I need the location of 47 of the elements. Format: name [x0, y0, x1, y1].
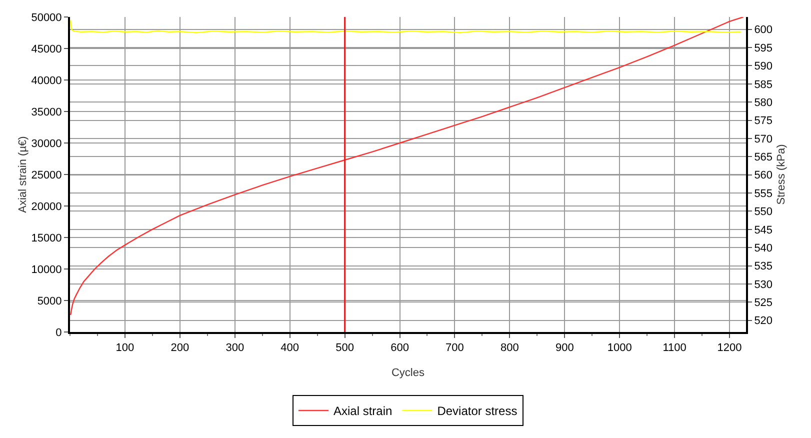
- x-tick-label: 400: [280, 342, 300, 354]
- y2-tick-label: 520: [754, 315, 773, 328]
- y2-tick-label: 560: [754, 170, 773, 182]
- y-tick-label: 15000: [31, 232, 62, 244]
- y-tick-label: 20000: [31, 200, 62, 213]
- y2-tick-label: 555: [754, 188, 773, 200]
- y2-tick-label: 580: [754, 96, 773, 109]
- x-tick-label: 600: [390, 342, 409, 354]
- y-tick-label: 35000: [31, 106, 62, 118]
- y-tick-label: 30000: [31, 138, 62, 150]
- x-tick-label: 700: [446, 342, 464, 354]
- y-tick-label: 45000: [31, 43, 62, 56]
- x-tick-label: 1100: [662, 342, 686, 354]
- y-tick-label: 25000: [31, 169, 62, 182]
- y2-tick-label: 535: [754, 260, 773, 273]
- y2-tick-label: 565: [754, 152, 773, 164]
- legend-label: Deviator stress: [437, 404, 518, 418]
- x-axis-title: Cycles: [391, 367, 425, 379]
- y2-tick-label: 570: [754, 133, 773, 146]
- x-tick-label: 100: [116, 342, 134, 354]
- y-tick-label: 5000: [37, 295, 62, 308]
- y2-tick-label: 590: [754, 60, 773, 73]
- x-tick-label: 500: [336, 342, 354, 354]
- x-tick-label: 300: [226, 342, 244, 354]
- x-tick-label: 800: [500, 342, 519, 354]
- x-tick-label: 1000: [607, 342, 632, 354]
- y2-axis-title: Stress (kPa): [776, 144, 788, 205]
- y2-tick-label: 530: [754, 278, 773, 291]
- y-axis-title: Axial strain (µ€): [17, 136, 30, 213]
- y-tick-label: 10000: [31, 264, 62, 276]
- legend-label: Axial strain: [334, 404, 392, 418]
- y2-tick-label: 575: [754, 115, 773, 128]
- x-tick-label: 200: [170, 342, 190, 354]
- y-tick-label: 0: [56, 326, 62, 339]
- y2-tick-label: 525: [754, 297, 773, 310]
- x-tick-label: 900: [555, 342, 574, 354]
- y2-tick-label: 600: [754, 24, 773, 36]
- y-tick-label: 40000: [31, 74, 62, 87]
- y2-tick-label: 550: [754, 206, 773, 218]
- y-tick-label: 50000: [31, 12, 62, 24]
- y2-tick-label: 585: [754, 78, 773, 91]
- y2-tick-label: 595: [754, 42, 773, 54]
- x-tick-label: 1200: [717, 342, 742, 354]
- y2-tick-label: 540: [754, 242, 773, 254]
- y2-tick-label: 545: [754, 224, 773, 236]
- line-series: [70, 17, 744, 316]
- line-series: [70, 20, 742, 34]
